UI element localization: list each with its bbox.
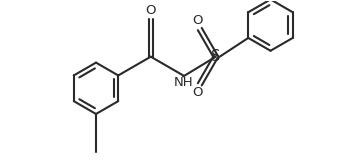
Text: O: O: [193, 14, 203, 27]
Text: O: O: [145, 4, 156, 17]
Text: NH: NH: [173, 76, 193, 89]
Text: O: O: [193, 86, 203, 99]
Text: S: S: [211, 49, 221, 64]
